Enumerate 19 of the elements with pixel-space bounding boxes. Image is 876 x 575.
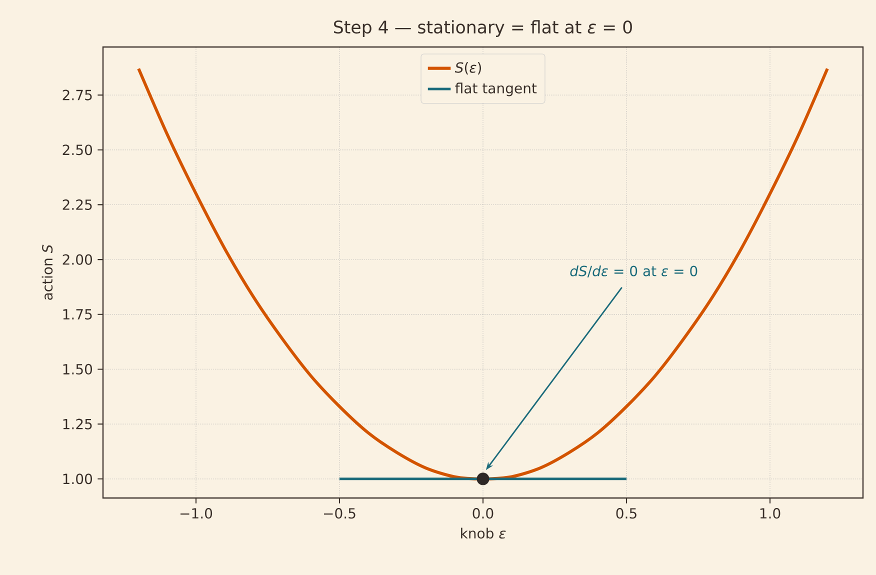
x-tick-label: 0.5 <box>616 508 636 519</box>
y-tick-label: 1.50 <box>63 364 92 375</box>
x-axis-title: knob ε <box>461 528 506 539</box>
y-tick-label: 2.75 <box>62 90 92 100</box>
y-tick-label: 1.75 <box>63 309 92 320</box>
legend-label: flat tangent <box>455 82 537 96</box>
y-axis-title: action S <box>42 244 53 300</box>
y-tick-label: 2.25 <box>62 199 92 210</box>
x-tick-label: −0.5 <box>324 508 356 519</box>
x-tick-label: −1.0 <box>180 508 212 519</box>
y-tick-label: 2.50 <box>62 144 92 156</box>
chart-title: Step 4 — stationary = flat at ε = 0 <box>334 20 632 37</box>
x-tick-label: 1.0 <box>760 508 780 519</box>
y-tick-label: 2.00 <box>62 254 92 265</box>
annotation: dS/dε = 0 at ε = 0 <box>570 266 698 278</box>
y-tick-label: 1.00 <box>63 474 92 484</box>
x-tick-label: 0.0 <box>472 508 494 519</box>
legend-label: S(ε) <box>454 62 482 74</box>
y-tick-label: 1.25 <box>63 418 92 430</box>
